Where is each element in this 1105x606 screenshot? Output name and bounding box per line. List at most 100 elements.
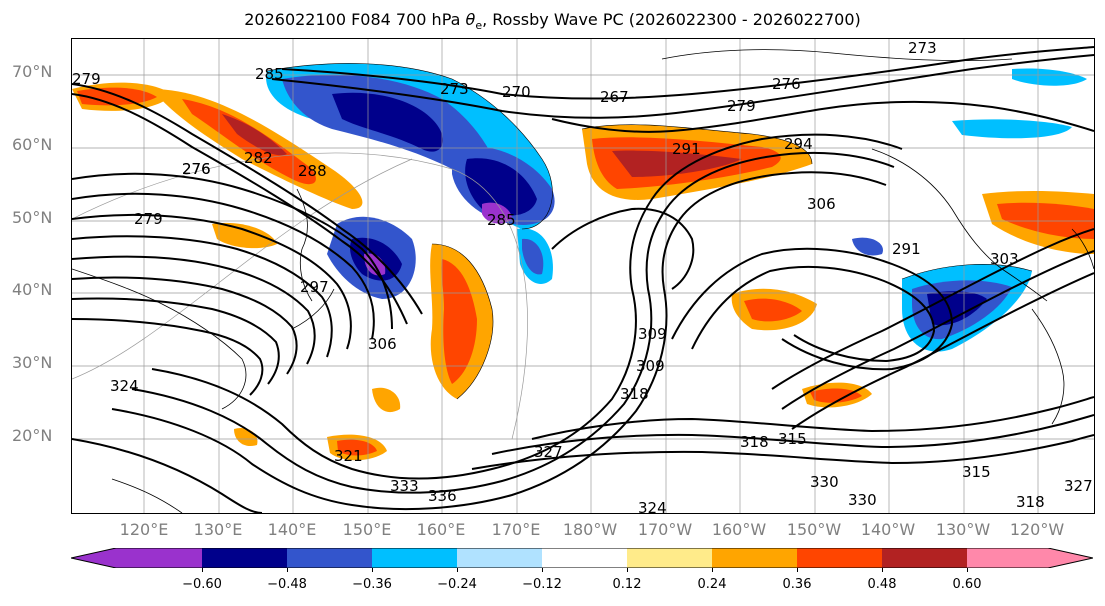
colorbar-tick-label: 0.60 [952,577,982,592]
colorbar-tickmark [627,568,628,572]
contour-label: 279 [72,70,101,88]
latitude-label: 50°N [12,208,53,227]
longitude-label: 170°W [637,520,693,539]
contour-label: 267 [600,88,629,106]
contour-label: 303 [990,250,1019,268]
contour-label: 324 [638,499,667,513]
map-canvas: 273 276 279 285 273 270 267 279 276 294 … [72,39,1094,513]
longitude-label: 140°E [267,520,317,539]
latitude-label: 40°N [12,280,53,299]
contour-label: 321 [334,447,363,465]
colorbar-segment [287,548,372,568]
contour-label: 273 [440,80,469,98]
longitude-label: 140°W [860,520,916,539]
anomaly-fill [612,150,742,177]
colorbar-tickmark [202,568,203,572]
contour-label: 330 [848,491,877,509]
colorbar-tick-label: −0.24 [437,577,477,592]
title-subscript: e [475,19,483,33]
colorbar-tick-label: −0.36 [352,577,392,592]
contour-label: 318 [620,385,649,403]
colorbar-tickmark [967,568,968,572]
anomaly-fill [744,298,802,322]
contour-label: 309 [638,325,667,343]
anomaly-fill [212,222,277,249]
latitude-label: 60°N [12,135,53,154]
colorbar [71,548,1093,568]
title-suffix: , Rossby Wave PC (2026022300 - 202602270… [482,10,861,29]
colorbar-tickmark [372,568,373,572]
colorbar-tickmark [797,568,798,572]
anomaly-fill [234,427,258,447]
contour-label: 306 [807,195,836,213]
contour-label-group: 273 276 279 285 273 270 267 279 276 294 … [72,39,1093,513]
colorbar-tickmark [457,568,458,572]
colorbar-segment [967,548,1093,568]
colorbar-segment [71,548,202,568]
contour-label: 276 [772,75,801,93]
colorbar-tickmark [287,568,288,572]
contour-label: 273 [908,39,937,57]
colorbar-segment [202,548,287,568]
contour-label: 276 [182,160,211,178]
contour-label: 318 [1016,493,1045,511]
anomaly-fill [522,238,544,275]
contour-label: 285 [487,211,516,229]
anomaly-fill [465,158,537,216]
anomaly-fill [222,114,287,156]
colorbar-tick-label: 0.12 [612,577,642,592]
longitude-label: 170°E [491,520,541,539]
latitude-label: 70°N [12,62,53,81]
theta-e-contours [72,46,1094,513]
longitude-label: 120°E [119,520,169,539]
colorbar-segment [627,548,712,568]
title-prefix: 2026022100 F084 700 hPa [244,10,466,29]
latitude-label: 30°N [12,353,53,372]
contour-label: 285 [255,65,284,83]
contour-label: 315 [962,463,991,481]
anomaly-fill [810,388,862,403]
contour-label: 279 [134,210,163,228]
longitude-label: 150°E [342,520,392,539]
anomaly-outlines [266,63,1033,400]
title-theta: θ [465,10,476,29]
colorbar-segment [457,548,542,568]
colorbar-segment [882,548,967,568]
contour-label: 315 [778,430,807,448]
colorbar-tick-label: −0.12 [522,577,562,592]
map-panel: 273 276 279 285 273 270 267 279 276 294 … [71,38,1095,514]
anomaly-fill [372,387,401,413]
anomaly-fill [952,119,1072,139]
contour-label: 318 [740,433,769,451]
anomaly-fill [852,237,883,256]
negative-anomaly-fills [266,63,1087,352]
colorbar-tick-label: −0.48 [267,577,307,592]
colorbar-tick-label: −0.60 [182,577,222,592]
contour-label: 291 [892,240,921,258]
contour-label: 336 [428,487,457,505]
colorbar-tickmark [712,568,713,572]
contour-label: 330 [810,473,839,491]
contour-label: 327 [1064,477,1093,495]
contour-label: 294 [784,135,813,153]
anomaly-fill [482,202,512,224]
contour-label: 279 [727,97,756,115]
map-title: 2026022100 F084 700 hPa θe, Rossby Wave … [0,10,1105,32]
longitude-label: 150°W [786,520,842,539]
contour-label: 297 [300,278,329,296]
colorbar-tickmark [882,568,883,572]
positive-anomaly-fills [72,82,1094,461]
anomaly-fill [441,259,477,384]
colorbar-tick-label: 0.36 [782,577,812,592]
colorbar-tick-label: 0.48 [867,577,897,592]
longitude-label: 180°W [562,520,618,539]
contour-label: 288 [298,162,327,180]
graticule [72,39,1094,513]
anomaly-fill [332,92,443,152]
colorbar-segment [712,548,797,568]
colorbar-segment [542,548,627,568]
colorbar-segment [797,548,882,568]
contour-label: 309 [636,357,665,375]
anomaly-fill [337,439,377,456]
contour-label: 327 [534,443,563,461]
